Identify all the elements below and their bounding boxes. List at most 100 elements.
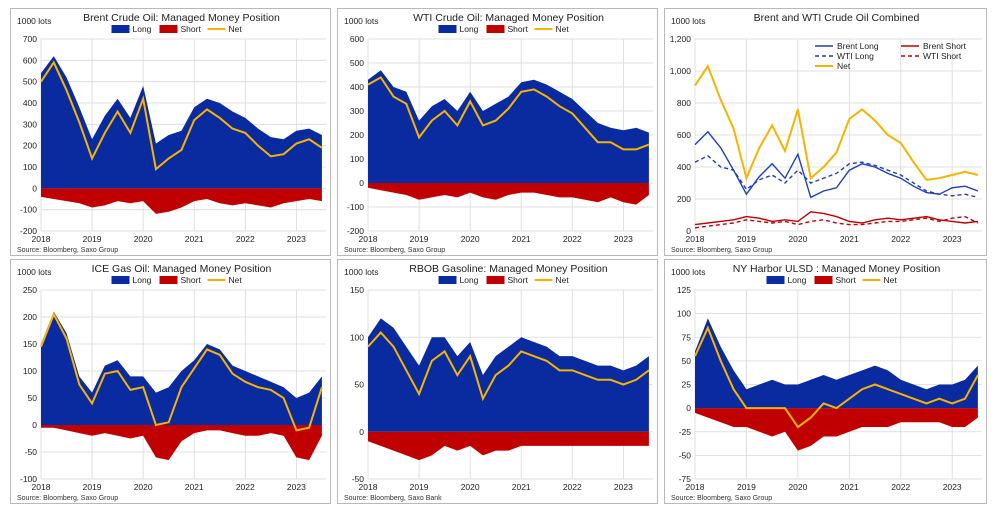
- unit-label: 1000 lots: [17, 267, 52, 277]
- series-line: [694, 64, 979, 182]
- legend-swatch: [486, 25, 505, 33]
- y-tick-label: -200: [347, 226, 364, 236]
- chart-title: ICE Gas Oil: Managed Money Position: [92, 263, 272, 275]
- chart-svg-wti: WTI Crude Oil: Managed Money Position 100…: [344, 12, 653, 254]
- y-tick-label: 25: [682, 380, 692, 390]
- x-tick-label: 2022: [236, 234, 255, 244]
- y-tick-label: 600: [350, 34, 364, 44]
- y-tick-label: -100: [20, 205, 37, 215]
- short-area: [41, 425, 322, 461]
- legend-swatch: [111, 25, 130, 33]
- x-tick-label: 2021: [512, 234, 531, 244]
- legend-label: Short: [508, 275, 529, 285]
- x-tick-label: 2019: [737, 482, 756, 492]
- legend-label: Net: [884, 275, 898, 285]
- x-tick-label: 2022: [563, 234, 582, 244]
- x-tick-label: 2018: [32, 234, 51, 244]
- unit-label: 1000 lots: [671, 16, 706, 26]
- unit-label: 1000 lots: [344, 267, 379, 277]
- y-tick-label: 1,200: [670, 34, 692, 44]
- y-tick-label: 200: [23, 141, 37, 151]
- long-area: [368, 318, 649, 432]
- legend-label: Long: [133, 24, 152, 34]
- x-tick-label: 2023: [943, 482, 962, 492]
- x-tick-label: 2023: [943, 234, 962, 244]
- y-tick-label: 1,000: [670, 66, 692, 76]
- x-tick-label: 2022: [891, 482, 910, 492]
- chart-svg-ulsd: NY Harbor ULSD : Managed Money Position 1…: [671, 263, 982, 502]
- legend-label: Long: [460, 24, 479, 34]
- y-tick-label: 500: [23, 77, 37, 87]
- x-tick-label: 2019: [410, 482, 429, 492]
- legend-label: Net: [556, 24, 570, 34]
- x-tick-label: 2019: [737, 234, 756, 244]
- legend-swatch: [438, 25, 457, 33]
- y-tick-label: 700: [23, 34, 37, 44]
- x-tick-label: 2020: [788, 482, 807, 492]
- source-note: Source: Bloomberg, Saxo Group: [344, 247, 445, 254]
- net-line: [694, 325, 979, 429]
- x-tick-label: 2023: [614, 482, 633, 492]
- net-line: [367, 76, 650, 151]
- x-tick-label: 2021: [840, 482, 859, 492]
- y-tick-label: 75: [682, 332, 692, 342]
- chart-title: Brent and WTI Crude Oil Combined: [754, 12, 920, 24]
- x-tick-label: 2018: [686, 234, 705, 244]
- y-tick-label: -100: [347, 202, 364, 212]
- x-tick-label: 2020: [461, 482, 480, 492]
- source-note: Source: Bloomberg, Saxo Bank: [344, 495, 442, 502]
- chart-svg-rbob: RBOB Gasoline: Managed Money Position 100…: [344, 263, 653, 502]
- x-tick-label: 2022: [236, 482, 255, 492]
- x-tick-label: 2018: [359, 234, 378, 244]
- legend-label: Long: [133, 275, 152, 285]
- short-area: [41, 188, 322, 214]
- x-tick-label: 2021: [512, 482, 531, 492]
- short-area: [368, 431, 649, 461]
- x-tick-label: 2022: [563, 482, 582, 492]
- x-tick-label: 2018: [359, 482, 378, 492]
- legend-label: Short: [836, 275, 857, 285]
- source-note: Source: Bloomberg, Saxo Group: [671, 247, 772, 254]
- legend-label: Short: [508, 24, 529, 34]
- chart-panel-brent: Brent Crude Oil: Managed Money Position 1…: [10, 8, 331, 256]
- unit-label: 1000 lots: [671, 267, 706, 277]
- chart-svg-combined: Brent and WTI Crude Oil Combined 1000 lot…: [670, 12, 982, 254]
- legend-label: Net: [556, 275, 570, 285]
- legend-label: Long: [788, 275, 807, 285]
- y-tick-label: 300: [23, 119, 37, 129]
- chart-title: Brent Crude Oil: Managed Money Position: [83, 12, 280, 24]
- legend-label: Short: [181, 275, 202, 285]
- y-tick-label: 200: [23, 312, 37, 322]
- unit-label: 1000 lots: [344, 16, 379, 26]
- chart-svg-brent: Brent Crude Oil: Managed Money Position 1…: [17, 12, 326, 254]
- y-tick-label: 500: [350, 58, 364, 68]
- y-tick-label: -50: [679, 450, 692, 460]
- y-tick-label: -200: [20, 226, 37, 236]
- long-area: [695, 318, 978, 409]
- y-tick-label: 400: [677, 162, 691, 172]
- source-note: Source: Bloomberg, Saxo Group: [17, 247, 118, 254]
- x-tick-label: 2018: [32, 482, 51, 492]
- y-tick-label: 0: [686, 403, 691, 413]
- chart-title: RBOB Gasoline: Managed Money Position: [409, 263, 608, 275]
- chart-panel-ulsd: NY Harbor ULSD : Managed Money Position 1…: [664, 259, 987, 504]
- chart-panel-combined: Brent and WTI Crude Oil Combined 1000 lot…: [664, 8, 987, 256]
- x-tick-label: 2018: [686, 482, 705, 492]
- x-tick-label: 2022: [891, 234, 910, 244]
- y-tick-label: 150: [350, 285, 364, 295]
- net-line: [40, 311, 323, 432]
- y-tick-label: 50: [682, 356, 692, 366]
- x-tick-label: 2021: [185, 482, 204, 492]
- legend-swatch: [111, 276, 130, 284]
- y-tick-label: 200: [350, 130, 364, 140]
- y-tick-label: -25: [679, 427, 692, 437]
- y-tick-label: 125: [677, 285, 691, 295]
- unit-label: 1000 lots: [17, 16, 52, 26]
- x-tick-label: 2021: [185, 234, 204, 244]
- y-tick-label: 600: [23, 55, 37, 65]
- source-note: Source: Bloomberg, Saxo Group: [671, 495, 772, 502]
- y-tick-label: 100: [677, 309, 691, 319]
- y-tick-label: -75: [679, 474, 692, 484]
- x-tick-label: 2023: [614, 234, 633, 244]
- x-tick-label: 2019: [83, 482, 102, 492]
